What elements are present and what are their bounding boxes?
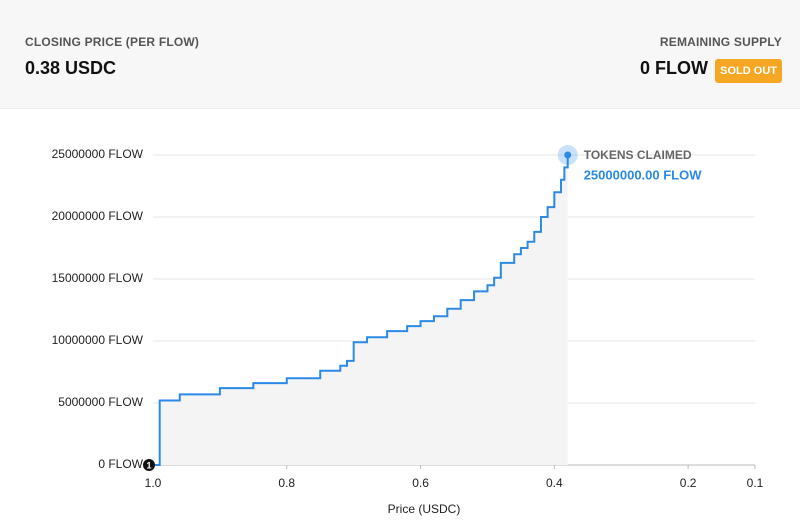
x-tick-label: 1.0: [145, 476, 162, 490]
annotation-title: TOKENS CLAIMED: [584, 148, 692, 162]
y-tick-label: 5000000 FLOW: [58, 395, 143, 409]
y-tick-label: 25000000 FLOW: [52, 147, 144, 161]
x-tick-label: 0.8: [278, 476, 295, 490]
x-axis-label: Price (USDC): [388, 502, 461, 516]
x-tick-label: 0.2: [680, 476, 697, 490]
summary-header: CLOSING PRICE (PER FLOW) 0.38 USDC REMAI…: [0, 0, 800, 109]
y-tick-label: 20000000 FLOW: [52, 209, 144, 223]
closing-price-label: CLOSING PRICE (PER FLOW): [25, 35, 200, 49]
x-tick-label: 0.1: [747, 476, 764, 490]
remaining-supply: 0 FLOW: [640, 58, 708, 78]
y-tick-label: 0 FLOW: [98, 457, 143, 471]
y-tick-label: 15000000 FLOW: [52, 271, 144, 285]
area: [153, 155, 568, 465]
closing-price: 0.38 USDC: [25, 58, 117, 78]
end-point: [564, 151, 572, 159]
remaining-supply-label: REMAINING SUPPLY: [659, 35, 782, 49]
x-tick-label: 0.4: [546, 476, 563, 490]
start-marker: [143, 459, 155, 471]
line: [153, 155, 569, 466]
x-tick-label: 0.6: [412, 476, 429, 490]
y-tick-label: 10000000 FLOW: [52, 333, 144, 347]
annotation-value: 25000000.00 FLOW: [584, 167, 703, 182]
sold-out-badge: SOLD OUT: [715, 59, 782, 83]
start-marker-label: 1: [146, 460, 151, 470]
